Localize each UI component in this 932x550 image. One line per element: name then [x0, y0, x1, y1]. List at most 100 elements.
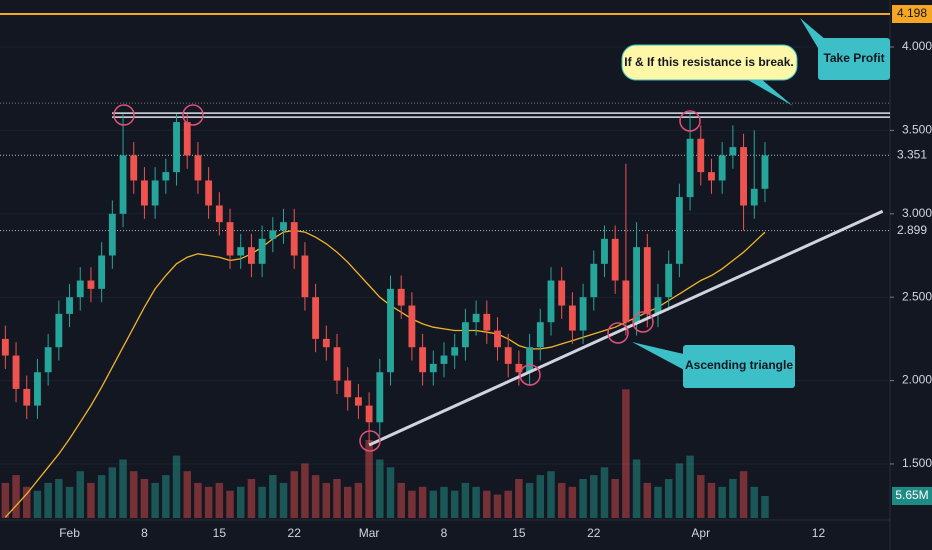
price-tag-label: 3.351: [897, 147, 927, 161]
volume-bar: [440, 486, 448, 518]
volume-bar: [654, 486, 662, 518]
price-tag: [892, 146, 932, 165]
volume-bar: [386, 467, 395, 518]
volume-bar: [269, 475, 277, 518]
annotation: If & If this resistance is break.: [624, 55, 793, 69]
candle-body: [568, 305, 576, 331]
candle-body: [344, 380, 352, 398]
y-tick-label: 3.500: [902, 123, 932, 137]
candle-body: [333, 347, 341, 381]
triangle-callout: Ascending triangle: [632, 342, 795, 388]
volume-bar: [568, 486, 577, 518]
candle-body: [675, 197, 683, 264]
candle-body: [183, 122, 191, 156]
candle-body: [151, 180, 159, 206]
candle-body: [729, 147, 737, 156]
candle-body: [461, 322, 469, 348]
volume-bar: [397, 482, 405, 518]
candle-body: [258, 238, 266, 264]
annotation: Take Profit: [823, 51, 884, 65]
candle-body: [504, 347, 512, 364]
volume-bar: [12, 475, 20, 518]
candle-body: [526, 347, 534, 373]
candle-body: [451, 347, 459, 356]
volume-bar: [65, 486, 74, 518]
volume-bar: [76, 471, 84, 518]
volume-bar: [172, 455, 181, 518]
candle-body: [23, 388, 31, 406]
candle-body: [547, 280, 555, 323]
price-tag: [892, 221, 932, 240]
volume-bar: [729, 479, 737, 518]
candle-body: [740, 147, 747, 206]
volume-bar: [450, 490, 459, 518]
volume-bar: [632, 459, 641, 518]
candle-body: [280, 222, 287, 231]
x-tick-label: Feb: [59, 526, 80, 540]
volume-bar: [343, 486, 352, 518]
candle-body: [55, 313, 63, 348]
candle-body: [1, 338, 9, 356]
take-profit-callout: Take Profit: [800, 18, 890, 80]
price-tag-label: 2.899: [897, 223, 927, 237]
volume-bar: [194, 482, 202, 518]
candle-body: [376, 372, 384, 423]
volume-bar: [525, 482, 534, 518]
y-tick-label: 1.500: [902, 456, 932, 470]
candle-body: [536, 322, 544, 348]
volume-bar: [461, 482, 470, 518]
x-tick-label: 8: [441, 526, 448, 540]
volume-bar: [129, 471, 138, 518]
x-tick-label: 8: [141, 526, 148, 540]
candle-body: [440, 355, 448, 364]
volume-bar: [761, 495, 769, 518]
candle-body: [494, 330, 501, 348]
volume-bar: [322, 482, 331, 518]
candle-body: [601, 238, 608, 264]
candle-body: [750, 188, 758, 206]
candle-body: [237, 247, 245, 256]
price-tag-label: 4.198: [897, 6, 927, 20]
volume-bar: [600, 467, 609, 518]
volume-bar: [365, 440, 373, 518]
volume-bar: [750, 486, 759, 518]
x-tick-label: Apr: [691, 526, 710, 540]
volume-bar: [579, 479, 587, 518]
candle-body: [665, 263, 673, 298]
x-tick-label: 22: [587, 526, 601, 540]
candle-body: [633, 247, 641, 323]
candle-body: [718, 155, 726, 181]
volume-bar: [247, 479, 256, 518]
candle-body: [76, 280, 84, 298]
candle-body: [194, 155, 202, 181]
x-tick-label: Mar: [359, 526, 380, 540]
candle-body: [301, 255, 309, 298]
volume-bar: [408, 490, 416, 518]
volume-bar: [333, 479, 341, 518]
volume-bar: [215, 482, 224, 518]
volume-bar: [108, 467, 117, 518]
candle-body: [162, 172, 170, 181]
volume-bar: [536, 475, 545, 518]
price-tag: [892, 5, 932, 24]
volume-bar: [739, 471, 748, 518]
volume-bar: [87, 482, 95, 518]
candle-body: [98, 255, 106, 289]
volume-bar: [151, 482, 159, 518]
volume-tag: [892, 486, 932, 505]
candle-body: [119, 155, 127, 214]
volume-bar: [515, 479, 523, 518]
volume-bar: [418, 486, 427, 518]
volume-bar: [686, 455, 694, 518]
volume-bar: [643, 482, 652, 518]
candle-body: [622, 280, 630, 323]
volume-bar: [493, 494, 502, 518]
price-axis: [890, 0, 932, 550]
candle-body: [365, 405, 373, 423]
candle-body: [354, 397, 362, 406]
volume-bar: [354, 482, 363, 518]
y-tick-label: 3.000: [902, 206, 932, 220]
volume-bar: [376, 459, 384, 518]
